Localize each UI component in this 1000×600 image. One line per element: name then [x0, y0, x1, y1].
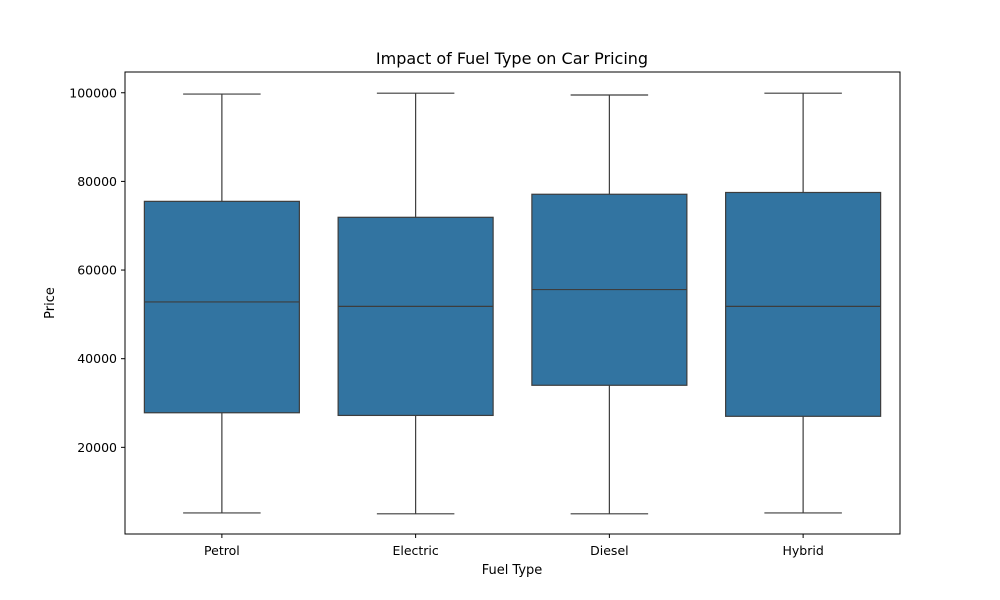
- y-axis-label: Price: [43, 287, 58, 319]
- box-electric: [337, 92, 494, 515]
- x-axis-label: Fuel Type: [482, 563, 543, 578]
- y-tick-label: 100000: [69, 85, 117, 100]
- x-tick-label: Diesel: [590, 543, 628, 558]
- x-axis: Petrol Electric Diesel Hybrid: [204, 534, 824, 558]
- plot-frame: [124, 71, 901, 535]
- y-tick-label: 40000: [77, 351, 117, 366]
- y-tick-label: 80000: [77, 174, 117, 189]
- x-tick-label: Petrol: [204, 543, 240, 558]
- iqr-box: [725, 191, 882, 417]
- iqr-box: [143, 200, 300, 414]
- chart-title: Impact of Fuel Type on Car Pricing: [376, 49, 648, 68]
- iqr-box: [337, 216, 494, 417]
- box-diesel: [531, 94, 688, 515]
- box-petrol: [143, 93, 300, 514]
- y-tick-label: 20000: [77, 440, 117, 455]
- box-hybrid: [725, 92, 882, 514]
- plot-area: [143, 92, 882, 515]
- y-tick-label: 60000: [77, 263, 117, 278]
- x-tick-label: Hybrid: [782, 543, 823, 558]
- y-axis: 20000 40000 60000 80000 100000: [69, 85, 125, 455]
- x-tick-label: Electric: [392, 543, 438, 558]
